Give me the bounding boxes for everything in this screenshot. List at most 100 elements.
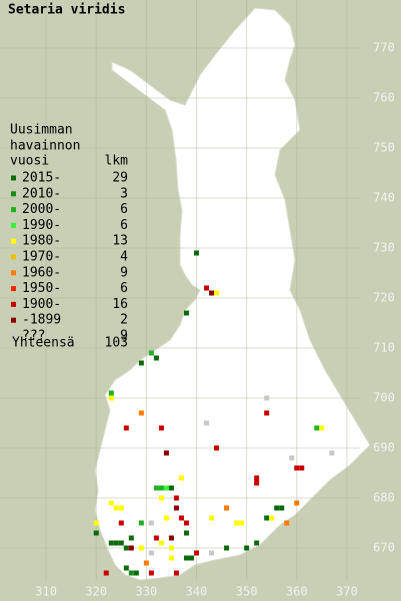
occurrence [289,455,295,461]
y-tick-label: 750 [373,141,395,155]
legend-count: 9 [120,265,128,280]
legend-heading: Uusimman [10,123,73,138]
finland-outline [94,7,371,581]
legend-count: 16 [112,297,128,312]
total-label: Yhteensä [12,336,75,351]
occurrence [168,485,174,491]
occurrence [214,290,220,296]
occurrence [183,520,189,526]
occurrence [158,425,164,431]
occurrence [108,390,114,396]
occurrence [274,505,280,511]
legend-heading: vuosi [10,154,49,169]
x-tick-label: 330 [136,585,158,599]
legend-swatch [11,270,16,276]
occurrence [153,485,159,491]
occurrence [193,550,199,556]
legend-swatch [11,317,16,323]
occurrence [209,290,215,296]
occurrence [294,500,300,506]
legend-swatch [11,333,16,339]
y-tick-label: 710 [373,341,395,355]
occurrence [138,360,144,366]
occurrence [329,450,335,456]
occurrence [93,530,99,536]
title: Setaria viridis [8,3,125,18]
occurrence [128,535,134,541]
legend-count: 6 [120,202,128,217]
occurrence [118,505,124,511]
occurrence [183,310,189,316]
legend-label: 1980- [22,234,61,249]
y-tick-label: 770 [373,41,395,55]
occurrence [108,395,114,401]
occurrence [254,480,260,486]
occurrence [314,425,320,431]
occurrence [163,485,169,491]
occurrence [128,545,134,551]
occurrence [108,500,114,506]
occurrence [224,505,230,511]
occurrence [118,520,124,526]
occurrence [103,570,109,576]
legend-heading: havainnon [10,139,80,154]
legend-label: ??? [22,329,45,344]
x-tick-label: 310 [35,585,57,599]
legend-swatch [11,286,16,292]
occurrence [163,450,169,456]
occurrence [108,540,114,546]
occurrence [294,465,300,471]
legend-swatch [11,238,16,244]
legend-label: 1900- [22,297,61,312]
occurrence [168,545,174,551]
legend-swatch [11,175,16,181]
occurrence [188,555,194,561]
x-tick-label: 370 [336,585,358,599]
occurrence [244,545,250,551]
occurrence [224,545,230,551]
x-tick-label: 350 [236,585,258,599]
legend-label: 2000- [22,202,61,217]
x-tick-label: 340 [186,585,208,599]
occurrence [148,570,154,576]
occurrence [148,520,154,526]
occurrence [279,505,285,511]
occurrence [113,505,119,511]
y-tick-label: 730 [373,241,395,255]
occurrence [123,565,129,571]
occurrence [204,285,210,291]
y-tick-label: 740 [373,191,395,205]
y-tick-label: 760 [373,91,395,105]
legend-label: 1950- [22,281,61,296]
occurrence [209,515,215,521]
occurrence [143,560,149,566]
occurrence [284,520,290,526]
occurrence [264,395,270,401]
occurrence [128,570,134,576]
occurrence [204,420,210,426]
occurrence [239,520,245,526]
y-tick-label: 670 [373,541,395,555]
occurrence [153,535,159,541]
occurrence [138,545,144,551]
legend-label: 1960- [22,265,61,280]
occurrence [299,465,305,471]
occurrence [173,505,179,511]
x-tick-label: 320 [85,585,107,599]
legend-swatch [11,254,16,260]
legend-count: 3 [120,186,128,201]
legend-label: 2015- [22,171,61,186]
occurrence [178,515,184,521]
occurrence [133,570,139,576]
occurrence [138,410,144,416]
legend-count: 2 [120,313,128,328]
occurrence [254,475,260,481]
legend-swatch [11,207,16,213]
legend-count: 13 [112,234,128,249]
occurrence [148,350,154,356]
occurrence [158,485,164,491]
occurrence [254,540,260,546]
total-value: 103 [105,336,128,351]
